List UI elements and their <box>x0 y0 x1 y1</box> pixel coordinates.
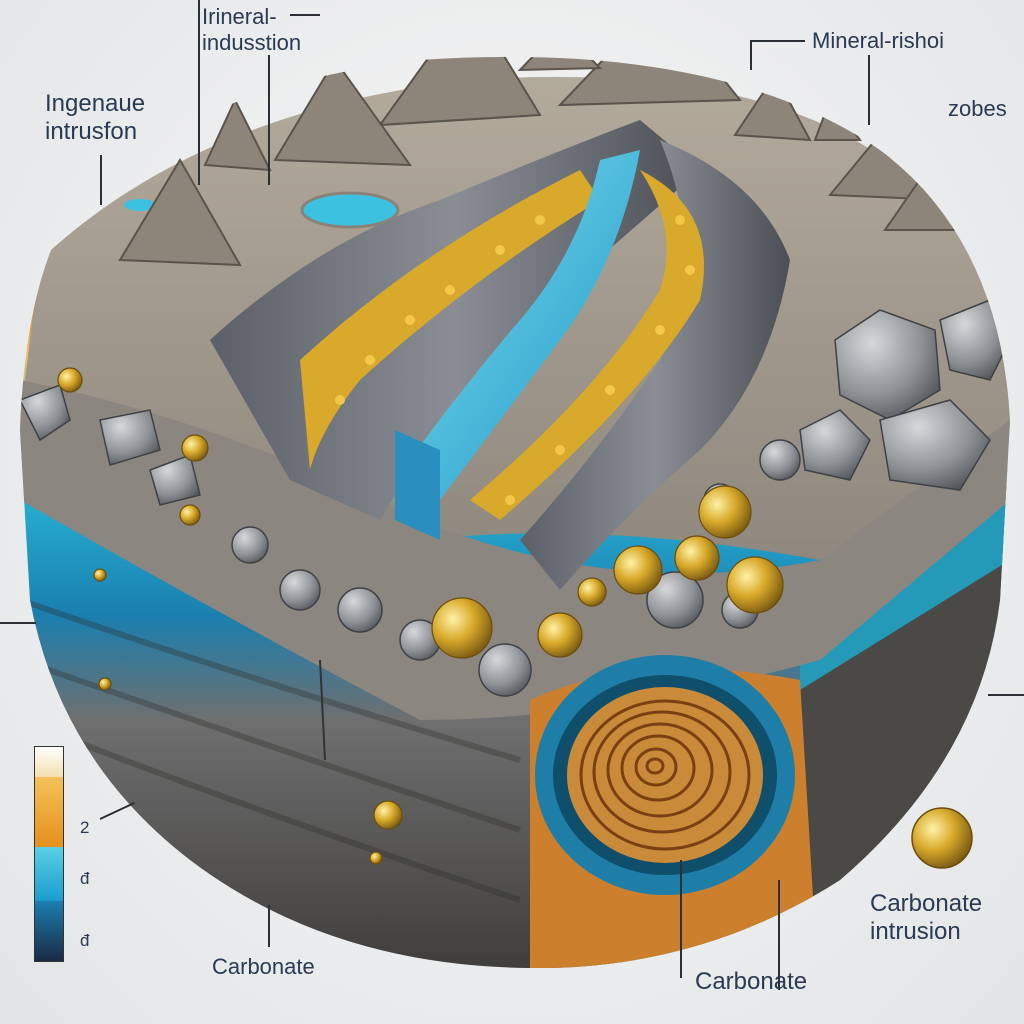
leader-line <box>750 40 752 70</box>
label-zobes: zobes <box>948 96 1007 121</box>
pond <box>300 191 400 229</box>
gravel-zone <box>20 380 1010 720</box>
leader-line <box>868 55 870 125</box>
label-carbonate-bottom: Carbonate <box>695 968 808 995</box>
canyon-right-wall <box>520 140 790 590</box>
leader-line <box>100 155 102 205</box>
label-mineral-induston: Irineral- indusstion <box>202 4 302 55</box>
leader-line <box>988 694 1024 696</box>
gold-vein-right <box>470 170 704 520</box>
label-carbonate-intrusion: Carbonate intrusion <box>870 890 983 945</box>
gold-nugget-icon <box>57 367 784 865</box>
leader-line <box>0 622 36 624</box>
legend-tick-mid: đ <box>80 869 90 888</box>
boulder-icon <box>20 299 1010 697</box>
canyon-left-wall <box>210 120 700 520</box>
color-scale-legend <box>34 746 64 962</box>
leader-line <box>290 14 320 16</box>
water-channel-icon <box>395 150 640 500</box>
label-ingenaue-intrusion: Ingenaue intrusfon <box>45 90 146 145</box>
leader-line <box>268 905 270 947</box>
legend-tick-top: 2 <box>80 818 90 837</box>
leader-line <box>680 860 682 978</box>
gold-nugget-icon <box>911 807 973 869</box>
spiral-core-icon <box>530 655 815 969</box>
leader-line <box>268 55 270 185</box>
leader-line <box>778 880 780 990</box>
gold-vein-left <box>300 170 600 470</box>
label-mineral-rishoi: Mineral-rishoi <box>812 28 945 53</box>
leader-line <box>198 0 200 185</box>
gold-grains <box>335 215 695 505</box>
label-carbonate-left: Carbonate <box>212 954 315 979</box>
leader-line <box>750 40 805 42</box>
legend-tick-bottom: đ <box>80 931 90 950</box>
